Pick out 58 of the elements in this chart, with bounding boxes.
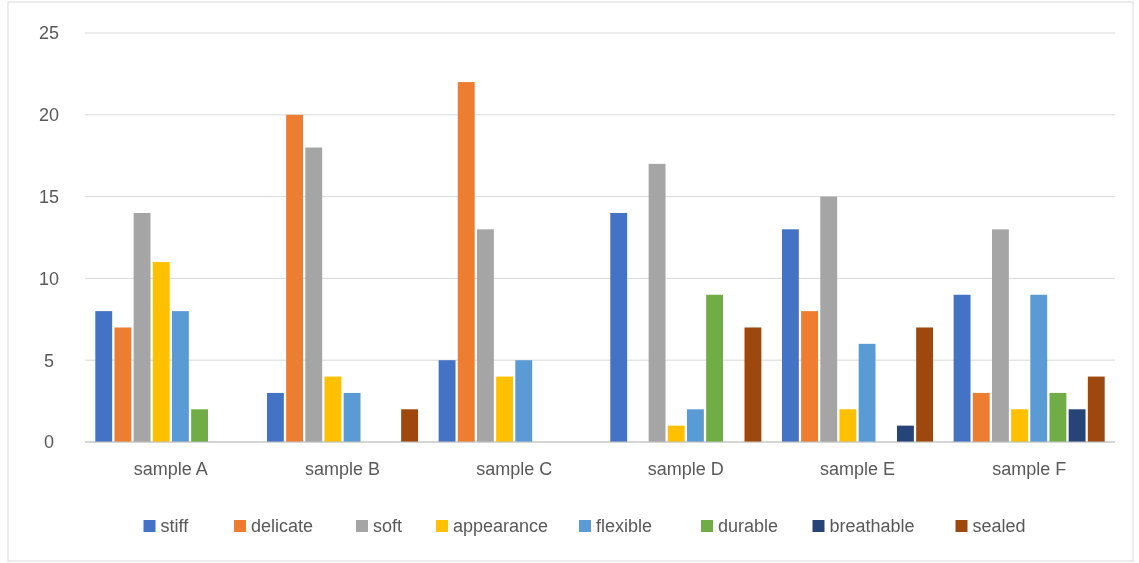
bar [991, 229, 1009, 442]
bar [496, 376, 514, 442]
bar [896, 425, 914, 442]
bar [152, 262, 170, 442]
bar [953, 294, 971, 442]
bar [457, 82, 475, 442]
bar [744, 327, 762, 442]
bar [1087, 376, 1105, 442]
bar [286, 114, 304, 442]
bar [839, 409, 857, 442]
bar [1011, 409, 1029, 442]
bar [1049, 392, 1067, 442]
bar [266, 392, 284, 442]
bar [515, 360, 533, 442]
bar [858, 343, 876, 442]
legend-label: flexible [596, 516, 653, 537]
bar [1030, 294, 1048, 442]
bar [438, 360, 456, 442]
bar [706, 294, 724, 442]
bar [171, 311, 189, 442]
bar [781, 229, 799, 442]
bar [324, 376, 342, 442]
legend-label: delicate [251, 516, 314, 537]
bar [916, 327, 934, 442]
bar [820, 196, 838, 442]
x-tick-label: sample C [476, 459, 553, 479]
bar [610, 212, 628, 442]
bar [95, 311, 113, 442]
y-tick-label: 15 [38, 186, 60, 207]
legend-label: appearance [453, 516, 549, 537]
bar [305, 147, 323, 442]
bar [133, 212, 151, 442]
y-tick-label: 0 [43, 432, 55, 453]
bar [401, 409, 419, 442]
x-tick-label: sample A [133, 459, 208, 479]
x-tick-label: sample E [819, 459, 896, 479]
legend-label: soft [373, 516, 403, 537]
x-tick-label: sample F [992, 459, 1067, 479]
bar [191, 409, 209, 442]
y-tick-label: 5 [43, 350, 55, 371]
y-tick-label: 25 [38, 23, 60, 44]
x-tick-label: sample D [647, 459, 724, 479]
bar [476, 229, 494, 442]
x-tick-label: sample B [304, 459, 381, 479]
bar [686, 409, 704, 442]
legend-label: stiff [160, 516, 190, 537]
legend-label: breathable [829, 516, 915, 537]
legend-label: sealed [972, 516, 1026, 537]
bar [801, 311, 819, 442]
bar [667, 425, 685, 442]
legend-label: durable [718, 516, 779, 537]
y-tick-label: 10 [38, 268, 60, 289]
bar [343, 392, 361, 442]
bar [648, 163, 666, 442]
bar [1068, 409, 1086, 442]
bar [972, 392, 990, 442]
y-tick-label: 20 [38, 105, 60, 126]
bar [114, 327, 132, 442]
